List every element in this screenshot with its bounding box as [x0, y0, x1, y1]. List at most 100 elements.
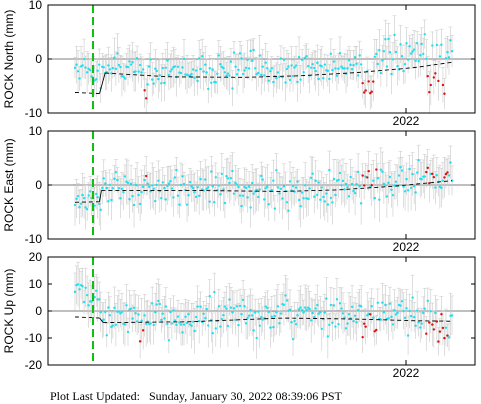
y-axis-label: ROCK East (mm) [2, 138, 16, 231]
outlier-point [431, 172, 434, 176]
data-point [316, 303, 319, 307]
data-point [87, 304, 90, 307]
data-point [337, 67, 340, 70]
data-point [406, 58, 410, 61]
data-point [166, 322, 169, 326]
model-offset [99, 190, 102, 202]
data-point [158, 302, 161, 306]
data-point [134, 312, 137, 315]
data-point [107, 200, 110, 203]
data-point [190, 72, 193, 76]
data-point [293, 66, 296, 69]
data-point [223, 305, 227, 308]
data-point [444, 326, 448, 329]
data-point [155, 303, 158, 306]
data-point [173, 65, 177, 68]
data-point [303, 56, 307, 60]
data-point [276, 186, 280, 189]
data-point [382, 311, 386, 314]
data-point [76, 194, 80, 198]
data-point [332, 304, 336, 307]
data-point [85, 293, 89, 297]
data-point [270, 315, 274, 318]
data-point [402, 69, 405, 73]
data-point [449, 161, 452, 164]
data-point [226, 324, 230, 328]
outlier-point [440, 313, 443, 316]
data-point [119, 65, 122, 69]
data-point [78, 205, 81, 209]
data-point [347, 313, 351, 316]
data-point [353, 56, 357, 59]
data-point [335, 298, 339, 301]
data-point [288, 78, 292, 82]
data-point [388, 175, 392, 179]
data-point [393, 309, 396, 312]
outlier-point [437, 79, 440, 83]
data-point [299, 78, 302, 81]
outlier-point [141, 329, 145, 332]
data-point [258, 324, 261, 327]
data-point [393, 33, 396, 37]
data-point [157, 179, 160, 182]
data-point [231, 87, 234, 90]
data-point [260, 174, 263, 178]
data-point [373, 196, 376, 200]
data-point [197, 319, 201, 323]
data-point [311, 311, 314, 315]
data-point [175, 323, 178, 327]
data-point [314, 179, 317, 183]
data-point [285, 299, 289, 302]
data-point [316, 193, 319, 197]
data-point [343, 188, 346, 191]
data-point [88, 69, 92, 72]
data-point [394, 313, 398, 316]
outlier-point [437, 340, 440, 343]
data-point [317, 312, 320, 315]
data-point [111, 66, 115, 70]
data-point [306, 306, 310, 309]
data-point [338, 302, 342, 305]
data-point [143, 314, 146, 317]
data-point [214, 327, 218, 330]
data-point [225, 175, 228, 178]
data-point [217, 184, 221, 187]
data-point [235, 305, 239, 308]
data-point [179, 183, 183, 187]
data-point [325, 297, 328, 300]
data-point [284, 294, 287, 297]
data-point [417, 159, 420, 162]
data-point [232, 51, 236, 54]
data-point [131, 61, 134, 64]
data-point [294, 64, 298, 67]
data-point [329, 196, 333, 200]
data-point [238, 304, 242, 308]
data-point [382, 49, 386, 53]
data-point [279, 187, 283, 190]
data-point [350, 68, 354, 71]
data-point [140, 319, 143, 322]
data-point [378, 198, 381, 201]
data-point [388, 51, 392, 54]
data-point [325, 192, 328, 195]
data-point [434, 186, 437, 189]
data-point [78, 77, 81, 80]
data-point [394, 50, 398, 54]
data-point [196, 79, 199, 83]
data-point [250, 59, 254, 63]
data-point [244, 186, 248, 190]
data-point [343, 316, 346, 319]
data-point [294, 323, 298, 326]
chart-panel-2: 10 0 -10 2022 ROCK East (mm) [2, 124, 476, 254]
data-point [311, 63, 314, 66]
data-point [355, 321, 358, 324]
data-point [426, 299, 429, 303]
data-point [435, 174, 439, 177]
data-point [131, 194, 134, 198]
data-point [350, 305, 354, 309]
data-point [305, 54, 308, 58]
data-point [299, 205, 302, 208]
data-point [250, 181, 254, 185]
data-point [240, 312, 243, 316]
outlier-point [370, 90, 373, 93]
